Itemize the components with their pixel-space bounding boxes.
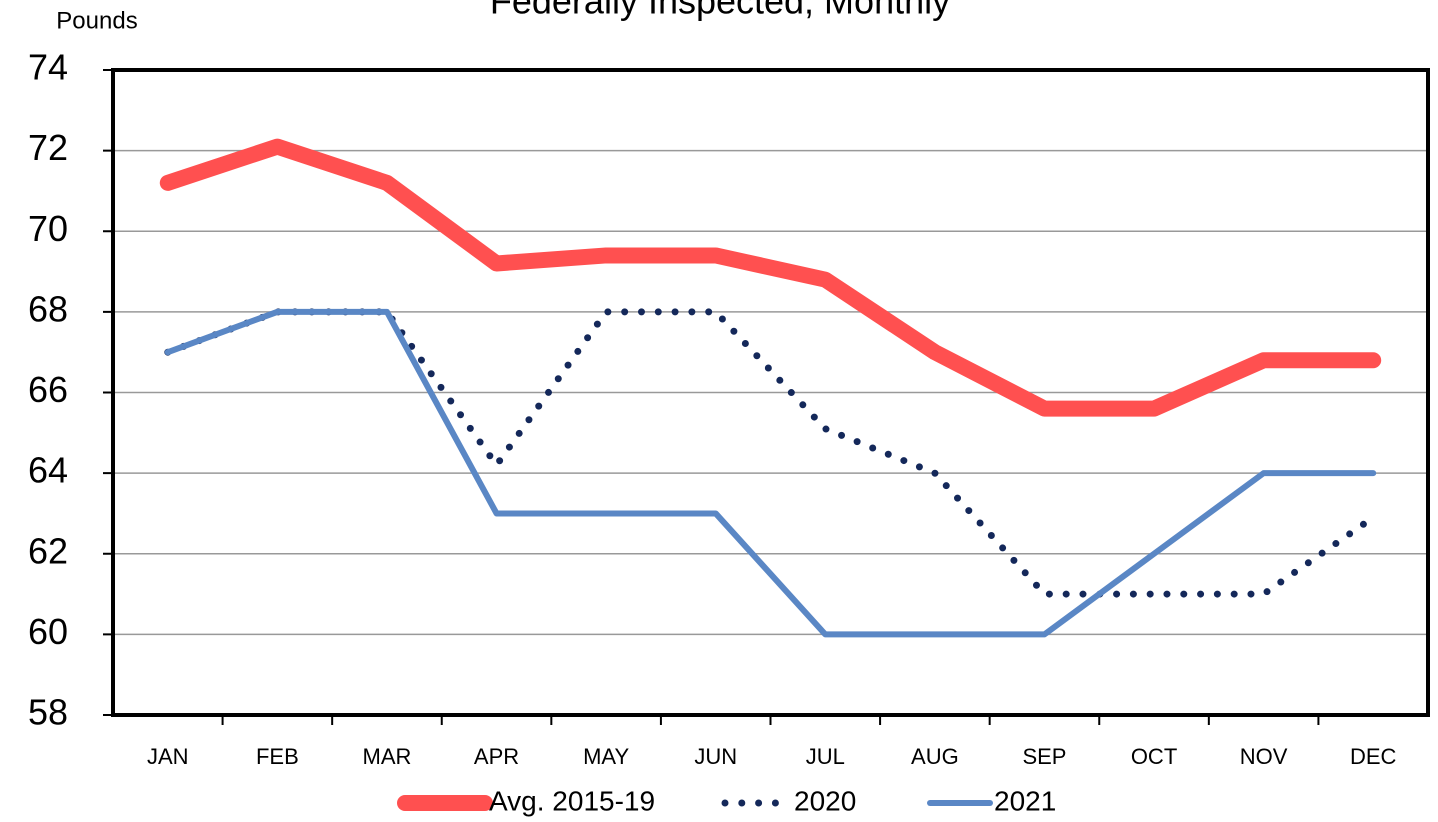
plot-lines bbox=[159, 138, 1382, 638]
x-tick-label: APR bbox=[474, 744, 519, 769]
x-tick-label: OCT bbox=[1131, 744, 1177, 769]
y-tick-label: 70 bbox=[28, 208, 68, 249]
x-tick-label: FEB bbox=[256, 744, 299, 769]
x-tick-label: MAR bbox=[363, 744, 412, 769]
y-tick-label: 72 bbox=[28, 127, 68, 168]
y-tick-label: 68 bbox=[28, 288, 68, 329]
y-tick-label: 62 bbox=[28, 530, 68, 571]
x-tick-label: JUN bbox=[694, 744, 737, 769]
series-line bbox=[164, 308, 1377, 598]
legend-label: Avg. 2015-19 bbox=[489, 785, 655, 816]
series-line bbox=[164, 308, 1377, 638]
legend-label: 2021 bbox=[994, 785, 1056, 816]
x-tick-label: JAN bbox=[147, 744, 189, 769]
y-tick-label: 60 bbox=[28, 611, 68, 652]
x-tick-label: NOV bbox=[1240, 744, 1288, 769]
grid bbox=[113, 69, 1428, 716]
legend: Avg. 2015-19 2020 2021 bbox=[397, 785, 1056, 816]
y-tick-label: 66 bbox=[28, 369, 68, 410]
x-tick-label: DEC bbox=[1350, 744, 1397, 769]
x-tick-label: JUL bbox=[806, 744, 845, 769]
y-tick-label: 64 bbox=[28, 450, 68, 491]
chart-title: Federally Inspected, Monthly bbox=[490, 0, 950, 22]
y-axis-label: Pounds bbox=[56, 7, 137, 34]
x-tick-label: SEP bbox=[1022, 744, 1066, 769]
y-tick-label: 74 bbox=[28, 47, 68, 88]
y-tick-label: 58 bbox=[28, 692, 68, 733]
x-tick-label: MAY bbox=[583, 744, 629, 769]
series-line bbox=[159, 138, 1382, 417]
legend-label: 2020 bbox=[794, 785, 856, 816]
axes: 58 60 62 64 66 68 70 72 74 JAN FEB MAR APR MAY JUN JUL A… bbox=[28, 47, 1397, 769]
x-tick-label: AUG bbox=[911, 744, 959, 769]
